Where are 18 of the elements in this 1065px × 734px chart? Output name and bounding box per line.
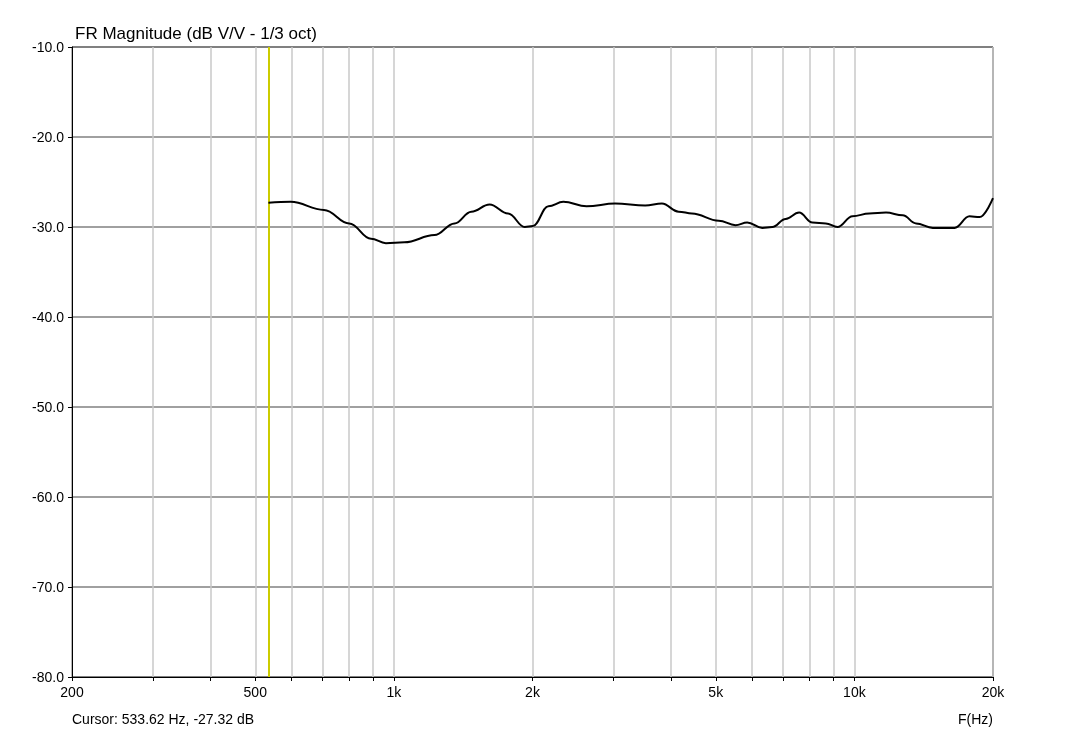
y-tick-label: -10.0 xyxy=(32,39,65,55)
x-tick-label: 20k xyxy=(981,684,1006,700)
y-tick-label: -30.0 xyxy=(32,219,65,235)
chart-title: FR Magnitude (dB V/V - 1/3 oct) xyxy=(75,24,317,43)
x-tick-label: 10k xyxy=(843,684,867,700)
y-tick-label: -60.0 xyxy=(32,489,65,505)
text: Cursor: 533.62 Hz, -27.32 dB xyxy=(72,711,255,727)
x-tick-label: 5k xyxy=(708,684,725,700)
y-tick-label: -50.0 xyxy=(32,399,65,415)
x-tick-label: 200 xyxy=(60,684,84,700)
x-axis-title: F(Hz) xyxy=(958,711,994,727)
x-tick-label: 1k xyxy=(386,684,403,700)
y-tick-label: -20.0 xyxy=(32,129,65,145)
x-tick-label: 500 xyxy=(243,684,268,700)
y-tick-label: -80.0 xyxy=(32,669,65,685)
y-tick-label: -40.0 xyxy=(32,309,65,325)
y-tick-label: -70.0 xyxy=(32,579,65,595)
x-tick-label: 2k xyxy=(525,684,541,700)
